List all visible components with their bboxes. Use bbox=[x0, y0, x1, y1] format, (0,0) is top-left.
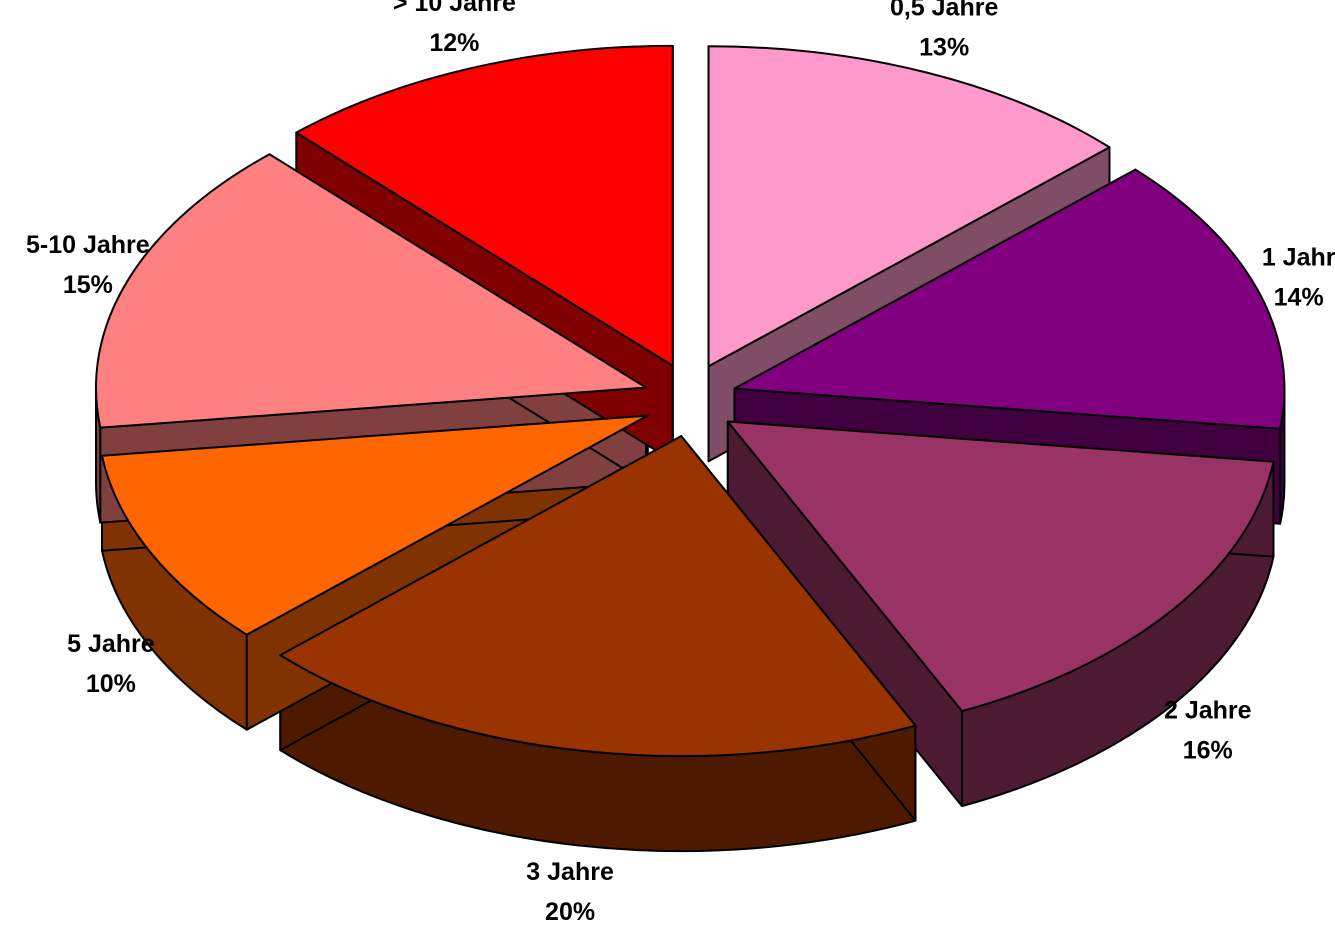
slice-percent-5-jahre: 10% bbox=[86, 670, 136, 698]
slice-top-2-jahre bbox=[726, 420, 1275, 713]
slice-top-3-jahre bbox=[279, 435, 917, 758]
slice-percent-1-jahr: 14% bbox=[1274, 283, 1324, 311]
slice-percent-3-jahre: 20% bbox=[545, 898, 595, 926]
slice-labels-layer: 0,5 Jahre 13% 1 Jahr 14% 2 Jahre 16% 3 Jahre 20… bbox=[26, 0, 1335, 926]
slice-label-1-jahr: 1 Jahr bbox=[1262, 243, 1335, 271]
slice-label-3-jahre: 3 Jahre bbox=[526, 858, 614, 886]
slice-top-5-jahre bbox=[101, 414, 649, 636]
slice-label-0-5-jahre: 0,5 Jahre bbox=[890, 0, 999, 22]
slice-tops-layer bbox=[95, 44, 1286, 758]
slice-top-10-jahre bbox=[295, 44, 674, 367]
slice-percent-10-jahre: 12% bbox=[429, 29, 479, 57]
slice-top-5-10-jahre bbox=[95, 153, 648, 429]
slice-top-0-5-jahre bbox=[707, 45, 1111, 368]
slice-percent-2-jahre: 16% bbox=[1183, 736, 1233, 764]
slice-label-10-jahre: > 10 Jahre bbox=[393, 0, 516, 17]
slice-percent-5-10-jahre: 15% bbox=[63, 271, 113, 299]
slice-label-2-jahre: 2 Jahre bbox=[1164, 696, 1252, 724]
slice-top-1-jahr bbox=[733, 168, 1286, 430]
slice-label-5-jahre: 5 Jahre bbox=[67, 630, 155, 658]
slice-percent-0-5-jahre: 13% bbox=[919, 34, 969, 62]
slice-label-5-10-jahre: 5-10 Jahre bbox=[26, 231, 150, 259]
